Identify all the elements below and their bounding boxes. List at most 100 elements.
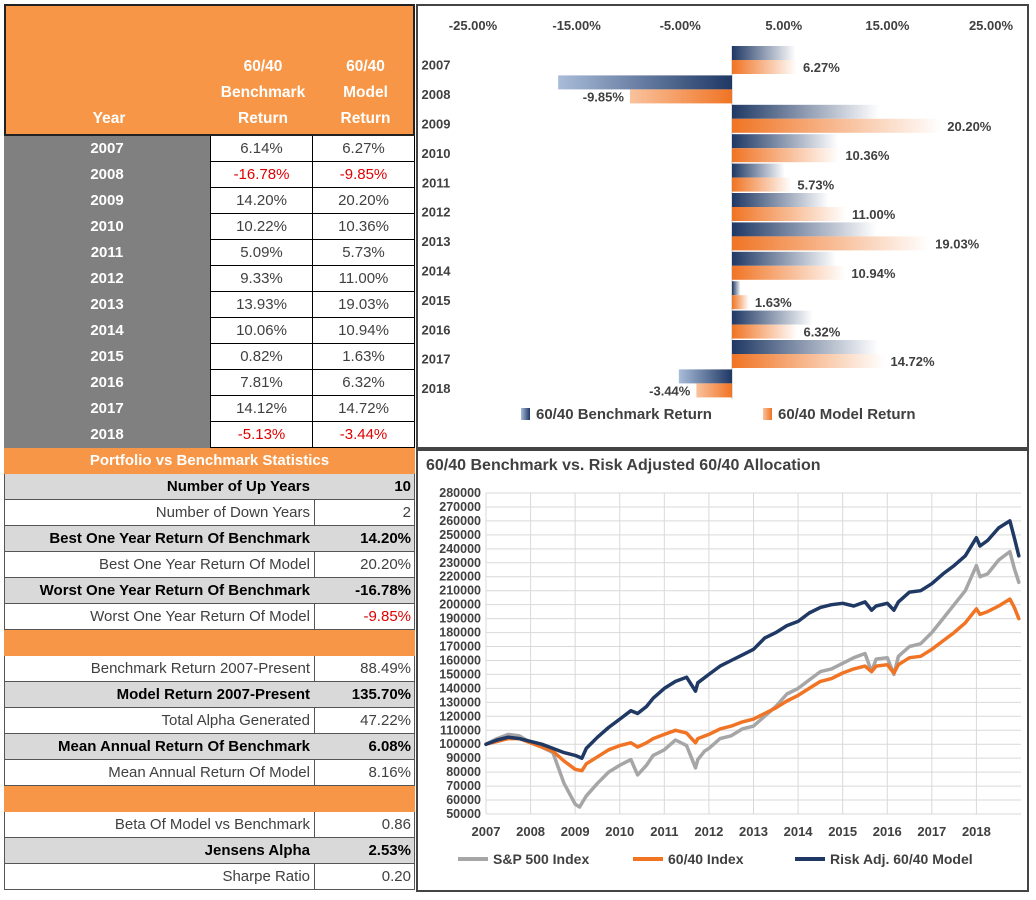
returns-row: 2016 7.81% 6.32% (4, 370, 415, 396)
y-tick-label: 130000 (439, 695, 481, 709)
stats-value: 0.20 (314, 864, 415, 890)
returns-row: 2018 -5.13% -3.44% (4, 422, 415, 448)
legend-label: S&P 500 Index (493, 851, 589, 867)
returns-benchmark-cell: -16.78% (210, 162, 312, 188)
series-line (484, 597, 1021, 773)
y-tick-label: 260000 (439, 514, 481, 528)
header-bench-line2: Benchmark (220, 84, 306, 101)
legend-label: 60/40 Index (668, 851, 744, 867)
y-tick-label: 90000 (446, 751, 481, 765)
category-label: 2009 (422, 117, 451, 132)
returns-benchmark-cell: 0.82% (210, 344, 312, 370)
left-panel: Year 60/40 Benchmark Return 60/40 Model … (4, 4, 415, 890)
model-bar (732, 324, 798, 339)
returns-benchmark-cell: 14.12% (210, 396, 312, 422)
x-tick-label: -25.00% (449, 18, 498, 33)
y-tick-label: 120000 (439, 709, 481, 723)
returns-year-cell: 2009 (4, 188, 210, 214)
category-label: 2014 (422, 264, 452, 279)
header-bench-line3: Return (238, 110, 288, 127)
returns-year-cell: 2016 (4, 370, 210, 396)
stats-label: Best One Year Return Of Model (4, 552, 315, 578)
stats-label: Model Return 2007-Present (4, 682, 315, 708)
benchmark-bar (732, 134, 838, 149)
returns-row: 2012 9.33% 11.00% (4, 266, 415, 292)
category-label: 2013 (422, 234, 451, 249)
benchmark-bar (732, 251, 837, 266)
x-tick-label: 2010 (605, 824, 634, 839)
returns-benchmark-cell: 13.93% (210, 292, 312, 318)
returns-benchmark-cell: 14.20% (210, 188, 312, 214)
model-data-label: 19.03% (935, 236, 980, 251)
stats-row: Jensens Alpha 2.53% (4, 838, 415, 864)
model-data-label: 10.36% (845, 148, 890, 163)
model-data-label: 1.63% (755, 295, 792, 310)
benchmark-bar (732, 193, 829, 207)
model-data-label: 5.73% (797, 178, 834, 193)
x-tick-label: 2014 (784, 824, 814, 839)
returns-model-cell: 19.03% (312, 292, 415, 318)
model-bar (629, 89, 732, 104)
category-label: 2012 (422, 205, 451, 220)
model-bar (732, 354, 885, 368)
stats-label: Worst One Year Return Of Model (4, 604, 315, 630)
returns-model-cell: -9.85% (312, 162, 415, 188)
stats-spacer-row (4, 630, 415, 656)
header-model-return: 60/40 Model Return (314, 54, 417, 132)
returns-model-cell: 14.72% (312, 396, 415, 422)
model-data-label: 20.20% (947, 119, 992, 134)
y-tick-label: 230000 (439, 556, 481, 570)
y-tick-label: 80000 (446, 765, 481, 779)
returns-year-cell: 2011 (4, 240, 210, 266)
returns-benchmark-cell: 10.06% (210, 318, 312, 344)
header-model-line1: 60/40 (346, 58, 385, 75)
stats-label: Jensens Alpha (4, 838, 315, 864)
benchmark-bar (732, 281, 741, 296)
returns-row: 2010 10.22% 10.36% (4, 214, 415, 240)
category-label: 2016 (422, 322, 451, 337)
returns-benchmark-cell: 10.22% (210, 214, 312, 240)
model-data-label: 6.32% (803, 325, 840, 340)
category-label: 2017 (422, 352, 451, 367)
y-tick-label: 170000 (439, 640, 481, 654)
x-tick-label: 2018 (962, 824, 991, 839)
stats-label: Number of Down Years (4, 500, 315, 526)
model-bar (732, 295, 749, 310)
benchmark-bar (732, 163, 785, 178)
returns-benchmark-cell: 7.81% (210, 370, 312, 396)
benchmark-bar (732, 104, 880, 119)
stats-row: Benchmark Return 2007-Present 88.49% (4, 656, 415, 682)
returns-year-cell: 2007 (4, 136, 210, 162)
legend-model-swatch (763, 408, 772, 420)
model-bar (732, 118, 942, 133)
stats-value: 0.86 (314, 812, 415, 838)
x-tick-label: 2015 (828, 824, 857, 839)
returns-year-cell: 2008 (4, 162, 210, 188)
y-tick-label: 180000 (439, 626, 481, 640)
x-tick-label: -15.00% (552, 18, 601, 33)
returns-row: 2007 6.14% 6.27% (4, 136, 415, 162)
stats-value: 6.08% (314, 734, 415, 760)
stats-value: 47.22% (314, 708, 415, 734)
x-tick-label: 2008 (516, 824, 545, 839)
stats-row: Best One Year Return Of Model 20.20% (4, 552, 415, 578)
y-tick-label: 70000 (446, 779, 481, 793)
category-label: 2015 (422, 293, 451, 308)
stats-value: 88.49% (314, 656, 415, 682)
model-data-label: 10.94% (851, 266, 896, 281)
y-tick-label: 220000 (439, 570, 481, 584)
legend-benchmark-label: 60/40 Benchmark Return (536, 406, 712, 423)
returns-model-cell: 6.32% (312, 370, 415, 396)
y-tick-label: 200000 (439, 598, 481, 612)
legend-model-label: 60/40 Model Return (778, 406, 916, 423)
category-label: 2007 (422, 58, 451, 73)
benchmark-bar (732, 46, 796, 60)
model-data-label: 6.27% (803, 60, 840, 75)
returns-model-cell: 10.94% (312, 318, 415, 344)
returns-year-cell: 2013 (4, 292, 210, 318)
returns-table-header: Year 60/40 Benchmark Return 60/40 Model … (4, 4, 415, 136)
x-tick-label: 25.00% (969, 18, 1014, 33)
model-data-label: -3.44% (649, 383, 691, 398)
returns-model-cell: 20.20% (312, 188, 415, 214)
y-tick-label: 150000 (439, 667, 481, 681)
